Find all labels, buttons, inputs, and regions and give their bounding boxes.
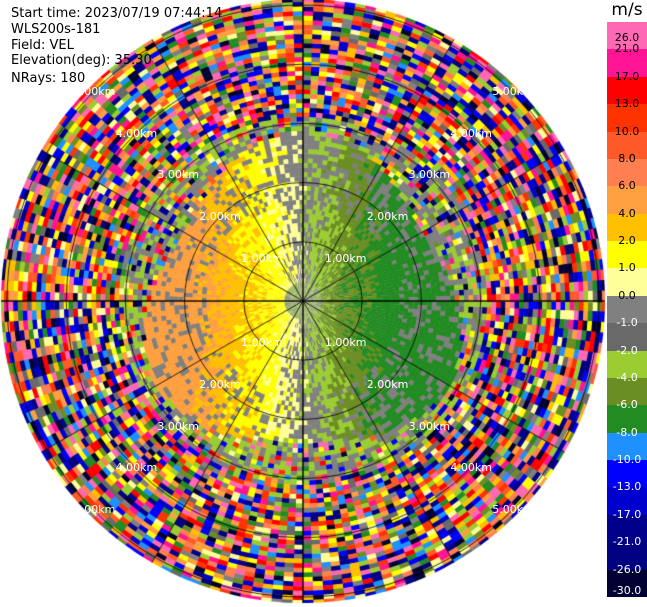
colorbar-segment [607,514,647,543]
colorbar-tick-label: -6.0 [616,398,638,412]
range-label: 3.00km [157,419,199,433]
colorbar-tick-label: 21.0 [614,42,640,56]
range-label: 3.00km [408,419,451,433]
nrays-label: NRays: 180 [11,71,86,86]
elevation-label: Elevation(deg): 35.30 [11,53,152,68]
colorbar-segment [607,432,647,461]
colorbar-segment [607,323,647,352]
range-label: 4.00km [450,126,492,140]
range-label: 3.00km [157,168,199,182]
colorbar-segment [607,131,647,160]
instrument-label: WLS200s-181 [11,22,101,37]
colorbar-tick-label: -4.0 [616,370,638,384]
field-label: Field: VEL [11,38,74,53]
colorbar-segment [607,186,647,215]
colorbar-segment [607,350,647,379]
colorbar-segment [607,542,647,571]
colorbar-segment [607,49,647,78]
range-label: 4.00km [115,126,158,140]
colorbar-segment [607,104,647,133]
colorbar-segment [607,460,647,488]
colorbar-unit: m/s [611,0,643,20]
range-label: 2.00km [366,210,409,224]
colorbar-tick-label: 26.0 [614,31,640,44]
colorbar-segment [607,241,647,269]
range-label: 5.00km [492,503,534,517]
range-label: 1.00km [241,252,283,266]
colorbar-tick-label: -1.0 [616,316,638,330]
range-label: 5.00km [492,84,534,98]
colorbar-segment [607,295,647,324]
colorbar-segment [607,487,647,516]
range-label: 1.00km [324,335,367,349]
colorbar-segment [607,377,647,406]
colorbar-segment [607,405,647,434]
colorbar-tick-label: -13.0 [612,480,642,494]
velocity-colorbar: 26.0 21.0 17.0 13.0 10.0 8.0 6.0 4.0 2.0 1.0 0.0 -1… [607,22,647,598]
range-label: 5.00km [73,503,116,517]
range-label: 2.00km [199,377,241,391]
colorbar-segment [607,76,647,105]
colorbar-tick-label: -17.0 [612,507,642,521]
colorbar-segment [607,569,647,598]
range-label: 1.00km [241,335,283,349]
range-label: 2.00km [199,210,241,224]
colorbar-tick-label: -2.0 [616,343,638,357]
range-label: 3.00km [408,168,451,182]
colorbar-tick-label: 2.0 [618,234,636,248]
colorbar-tick-label: -8.0 [616,425,638,439]
colorbar-tick-label: -10.0 [612,453,642,467]
colorbar-segment [607,158,647,187]
colorbar-segment [607,22,647,50]
colorbar-tick-label: 17.0 [614,69,640,83]
range-label: 2.00km [366,377,409,391]
colorbar-tick-label: 13.0 [614,97,640,111]
colorbar-tick-label: 6.0 [618,179,636,193]
colorbar-segment [607,213,647,242]
colorbar-tick-label: 10.0 [614,124,640,138]
colorbar-tick-label: 0.0 [618,288,636,302]
colorbar-tick-label: 4.0 [618,206,636,220]
range-label: 4.00km [115,461,158,475]
colorbar-segment [607,268,647,297]
range-label: 1.00km [324,252,367,266]
colorbar-tick-label: -30.0 [612,584,642,597]
colorbar-tick-label: -21.0 [612,535,642,549]
start-time-label: Start time: 2023/07/19 07:44:14 [11,6,223,21]
colorbar-tick-label: 8.0 [618,151,636,165]
colorbar-tick-label: 1.0 [618,261,636,275]
range-label: 4.00km [450,461,492,475]
range-label: 5.00km [73,84,116,98]
colorbar-tick-label: -26.0 [612,562,642,576]
